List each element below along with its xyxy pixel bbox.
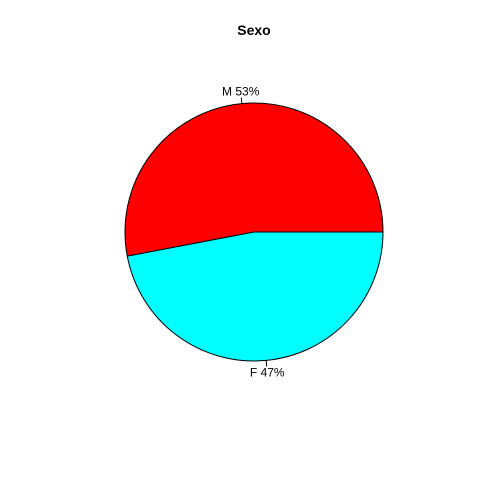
pie-label-f: F 47% [250, 365, 285, 379]
pie-label-m: M 53% [222, 85, 260, 99]
pie-slice-f [126, 231, 384, 362]
pie-label-tick-m [240, 97, 243, 104]
chart-title: Sexo [237, 22, 270, 38]
pie-labels: M 53% F 47% [222, 85, 285, 380]
pie-label-tick-f [265, 360, 268, 367]
pie-slices [124, 102, 384, 362]
